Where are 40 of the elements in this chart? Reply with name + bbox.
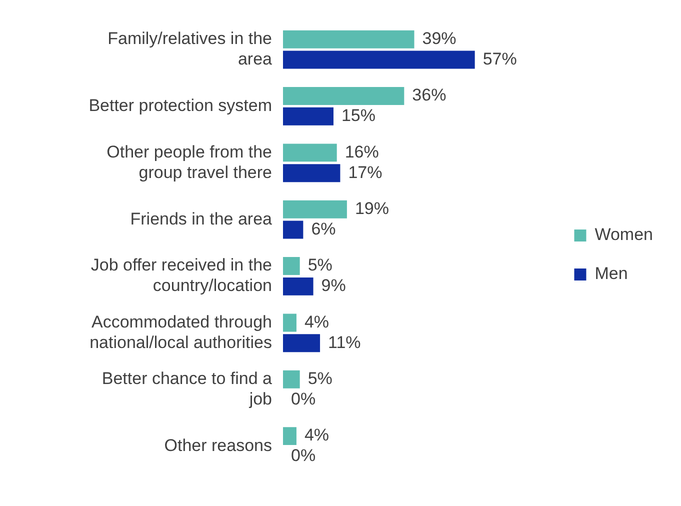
bar [283,164,340,182]
data-label: 0% [291,389,316,408]
bar [283,257,300,276]
data-label: 16% [344,142,379,162]
data-label: 17% [348,162,382,182]
data-label: 19% [354,199,389,218]
y-tick-label: Other people from the group travel there [106,142,272,182]
bar [283,107,334,126]
y-tick-label: Family/relatives in the area [108,29,273,68]
legend-label: Women [594,225,653,244]
y-tick-label: Other reasons [164,436,272,455]
data-label: 4% [304,312,330,332]
y-tick-label: Accommodated through national/local authorities [90,312,272,352]
data-label: 6% [311,219,336,238]
data-label: 0% [291,446,316,466]
data-label: 36% [412,86,446,105]
y-tick-label: Friends in the area [130,209,273,228]
data-label: 4% [304,426,330,445]
bar [283,50,475,69]
data-label: 11% [328,332,361,352]
y-tick-label: Better chance to find a job [102,369,273,408]
bar [283,30,414,48]
data-label: 5% [308,369,332,388]
bar [283,220,304,239]
data-label: 57% [482,49,517,68]
data-label: 39% [422,29,456,48]
bar [283,334,320,352]
bar [283,370,300,388]
data-label: 9% [321,276,346,296]
bar [283,427,296,446]
y-tick-label: Better protection system [88,96,272,115]
bar [283,87,404,105]
legend-label: Men [594,264,628,284]
data-label: 15% [341,106,376,126]
bar [283,144,337,162]
y-tick-label: Job offer received in the country/location [90,256,272,296]
data-label: 5% [308,256,332,275]
bar [283,277,314,296]
bar [283,314,296,332]
bar [283,200,347,218]
